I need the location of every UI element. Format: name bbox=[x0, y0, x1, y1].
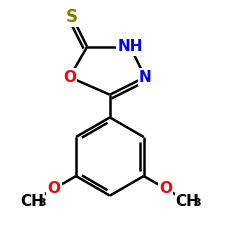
Text: CH: CH bbox=[176, 194, 199, 209]
Text: NH: NH bbox=[117, 39, 143, 54]
Text: O: O bbox=[48, 181, 61, 196]
Text: N: N bbox=[139, 70, 151, 84]
Text: O: O bbox=[63, 70, 76, 84]
Text: O: O bbox=[159, 181, 172, 196]
Text: CH: CH bbox=[20, 194, 44, 209]
Text: 3: 3 bbox=[38, 198, 46, 208]
Text: S: S bbox=[66, 8, 78, 26]
Text: 3: 3 bbox=[193, 198, 201, 208]
